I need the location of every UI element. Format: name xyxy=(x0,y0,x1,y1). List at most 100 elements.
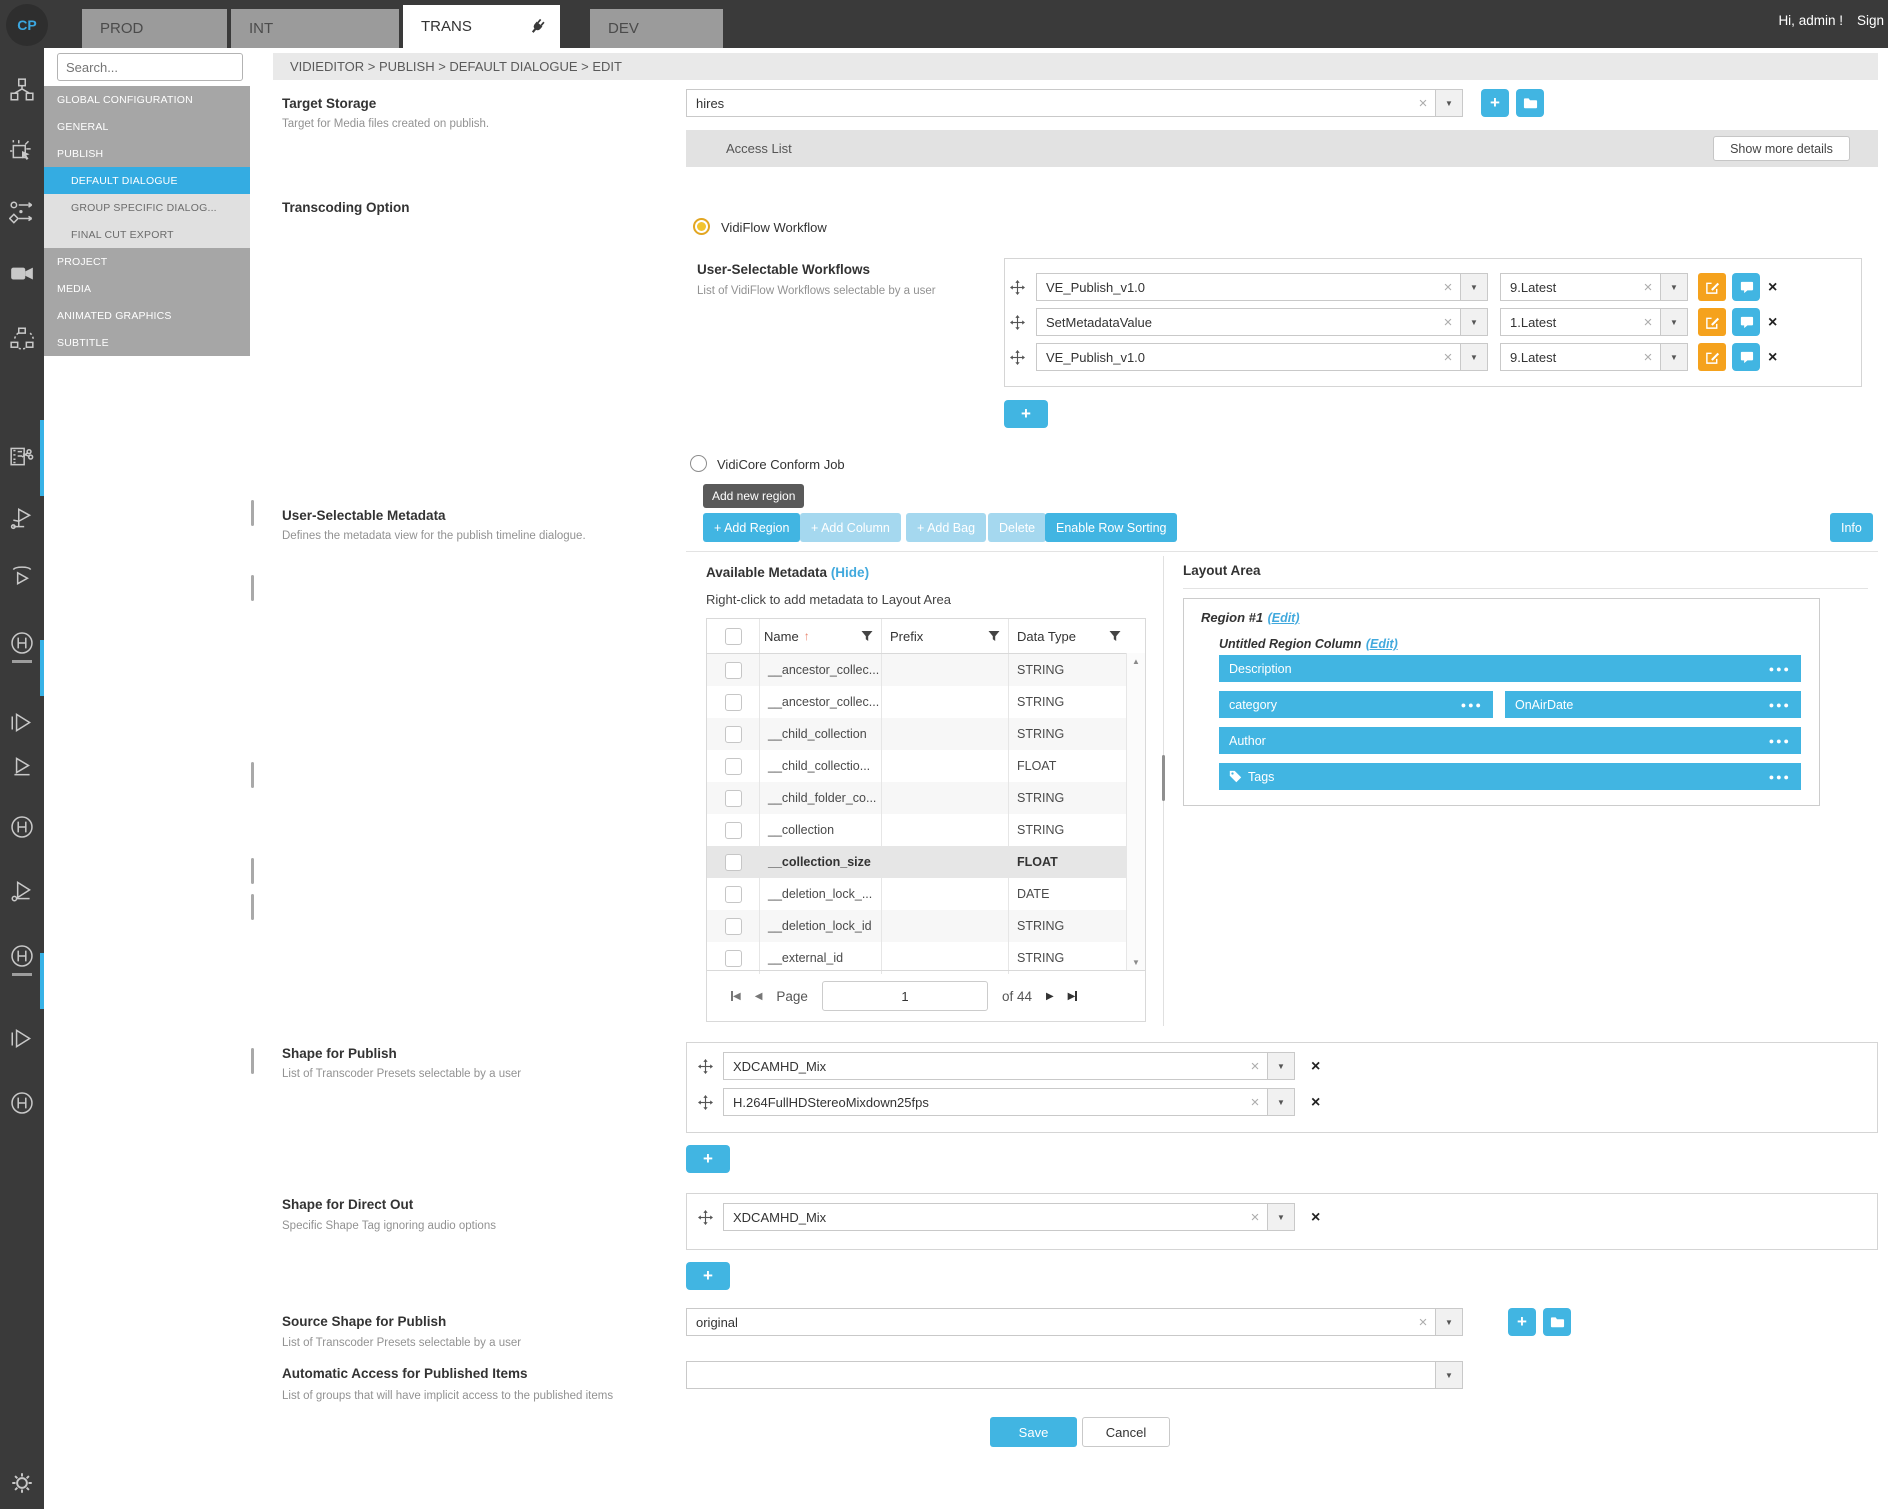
tab-trans[interactable]: TRANS xyxy=(403,5,560,48)
move-handle-icon[interactable] xyxy=(1010,350,1025,365)
cp-logo[interactable]: CP xyxy=(6,4,48,46)
remove-shape-button[interactable]: × xyxy=(1311,1094,1321,1111)
layout-field-author[interactable]: Author ●●● xyxy=(1219,727,1801,754)
region-edit-link[interactable]: (Edit) xyxy=(1267,611,1300,625)
clear-icon[interactable]: × xyxy=(1443,278,1453,296)
cubes-icon[interactable] xyxy=(9,77,35,103)
gear-icon[interactable] xyxy=(9,1470,35,1496)
workflow-name-value[interactable]: VE_Publish_v1.0 xyxy=(1046,279,1146,295)
info-button[interactable]: Info xyxy=(1830,513,1873,542)
sidebar-item-animated-graphics[interactable]: ANIMATED GRAPHICS xyxy=(44,302,250,329)
name-column-header[interactable]: Name xyxy=(764,628,799,644)
h-app-icon[interactable] xyxy=(9,630,35,656)
chevron-down-icon[interactable]: ▼ xyxy=(1435,1362,1462,1388)
table-row[interactable]: __child_collectio... FLOAT xyxy=(707,750,1145,782)
row-checkbox[interactable] xyxy=(724,725,742,743)
video-edit-icon[interactable] xyxy=(9,443,35,469)
row-checkbox[interactable] xyxy=(724,917,742,935)
move-handle-icon[interactable] xyxy=(698,1210,713,1225)
last-page-button[interactable]: ▶ xyxy=(1067,990,1078,1002)
chevron-down-icon[interactable]: ▼ xyxy=(1267,1204,1294,1230)
share-nodes-icon[interactable] xyxy=(9,325,35,351)
table-row[interactable]: __child_collection STRING xyxy=(707,718,1145,750)
edit-workflow-button[interactable] xyxy=(1698,273,1726,301)
filter-icon[interactable] xyxy=(988,630,1000,642)
filter-icon[interactable] xyxy=(861,630,873,642)
browse-storage-button[interactable] xyxy=(1516,89,1544,117)
sidebar-item-final-cut-export[interactable]: FINAL CUT EXPORT xyxy=(44,221,250,248)
sidebar-item-global-configuration[interactable]: GLOBAL CONFIGURATION xyxy=(44,86,250,113)
comment-workflow-button[interactable] xyxy=(1732,308,1760,336)
sidebar-item-subtitle[interactable]: SUBTITLE xyxy=(44,329,250,356)
add-direct-shape-button[interactable]: + xyxy=(686,1262,730,1290)
sidebar-item-general[interactable]: GENERAL xyxy=(44,113,250,140)
field-options-icon[interactable]: ●●● xyxy=(1768,771,1791,782)
next-page-button[interactable]: ▶ xyxy=(1045,990,1054,1002)
table-row[interactable]: __deletion_lock_id STRING xyxy=(707,910,1145,942)
clear-icon[interactable]: × xyxy=(1443,348,1453,366)
h-app-icon[interactable] xyxy=(9,943,35,969)
tab-int[interactable]: INT xyxy=(231,9,399,48)
tab-dev[interactable]: DEV xyxy=(590,9,723,48)
prev-page-button[interactable]: ◀ xyxy=(754,990,763,1002)
add-storage-button[interactable]: + xyxy=(1481,89,1509,117)
vidiflow-workflow-radio-label[interactable]: VidiFlow Workflow xyxy=(721,220,827,235)
automatic-access-value[interactable] xyxy=(687,1362,1435,1388)
add-workflow-button[interactable]: + xyxy=(1004,400,1048,428)
clear-icon[interactable]: × xyxy=(1418,94,1428,112)
row-checkbox[interactable] xyxy=(724,821,742,839)
sort-asc-icon[interactable]: ↑ xyxy=(803,629,810,643)
row-checkbox[interactable] xyxy=(724,853,742,871)
comment-workflow-button[interactable] xyxy=(1732,273,1760,301)
datatype-column-header[interactable]: Data Type xyxy=(1017,628,1077,644)
first-page-button[interactable]: ◀ xyxy=(731,990,741,1002)
layout-field-tags[interactable]: Tags ●●● xyxy=(1219,763,1801,790)
shape-value[interactable]: H.264FullHDStereoMixdown25fps xyxy=(733,1094,929,1110)
show-more-details-button[interactable]: Show more details xyxy=(1713,136,1850,161)
clear-icon[interactable]: × xyxy=(1418,1313,1428,1331)
clear-icon[interactable]: × xyxy=(1643,348,1653,366)
row-checkbox[interactable] xyxy=(724,661,742,679)
scroll-handle[interactable] xyxy=(251,762,254,788)
workflow-icon[interactable] xyxy=(8,199,35,225)
workflow-version-value[interactable]: 9.Latest xyxy=(1510,349,1557,365)
chevron-down-icon[interactable]: ▼ xyxy=(1435,90,1462,116)
row-checkbox[interactable] xyxy=(724,885,742,903)
save-button[interactable]: Save xyxy=(990,1417,1077,1447)
row-checkbox[interactable] xyxy=(724,693,742,711)
sidebar-item-group-specific-dialogue[interactable]: GROUP SPECIFIC DIALOG... xyxy=(44,194,250,221)
remove-shape-button[interactable]: × xyxy=(1311,1209,1321,1226)
scroll-up-icon[interactable]: ▲ xyxy=(1132,657,1140,666)
workflow-name-value[interactable]: SetMetadataValue xyxy=(1046,314,1152,330)
scroll-handle[interactable] xyxy=(251,894,254,920)
clip-icon[interactable] xyxy=(9,562,35,588)
table-row[interactable]: __collection STRING xyxy=(707,814,1145,846)
tab-prod[interactable]: PROD xyxy=(82,9,227,48)
clear-icon[interactable]: × xyxy=(1250,1093,1260,1111)
move-handle-icon[interactable] xyxy=(698,1059,713,1074)
add-column-button[interactable]: + Add Column xyxy=(800,513,901,542)
table-scrollbar[interactable]: ▲ ▼ xyxy=(1126,653,1145,971)
move-handle-icon[interactable] xyxy=(1010,280,1025,295)
vidiflow-workflow-radio[interactable] xyxy=(693,218,710,235)
shape-value[interactable]: XDCAMHD_Mix xyxy=(733,1058,827,1074)
play-stand-icon[interactable] xyxy=(9,505,35,531)
layout-field-onairdate[interactable]: OnAirDate ●●● xyxy=(1505,691,1801,718)
vidicore-conform-radio[interactable] xyxy=(690,455,707,472)
play-icon[interactable] xyxy=(9,1026,35,1052)
camera-icon[interactable] xyxy=(9,260,35,286)
enable-row-sorting-button[interactable]: Enable Row Sorting xyxy=(1045,513,1178,542)
sidebar-item-media[interactable]: MEDIA xyxy=(44,275,250,302)
chevron-down-icon[interactable]: ▼ xyxy=(1460,274,1487,300)
scroll-down-icon[interactable]: ▼ xyxy=(1132,958,1140,967)
browse-source-shape-button[interactable] xyxy=(1543,1308,1571,1336)
h-app-icon[interactable] xyxy=(9,1090,35,1116)
table-row[interactable]: __child_folder_co... STRING xyxy=(707,782,1145,814)
row-checkbox[interactable] xyxy=(724,789,742,807)
remove-workflow-button[interactable]: × xyxy=(1768,349,1778,366)
page-input[interactable] xyxy=(821,981,988,1011)
field-options-icon[interactable]: ●●● xyxy=(1768,699,1791,710)
select-all-checkbox[interactable] xyxy=(724,627,742,645)
workflow-version-value[interactable]: 1.Latest xyxy=(1510,314,1557,330)
scroll-handle[interactable] xyxy=(251,575,254,601)
